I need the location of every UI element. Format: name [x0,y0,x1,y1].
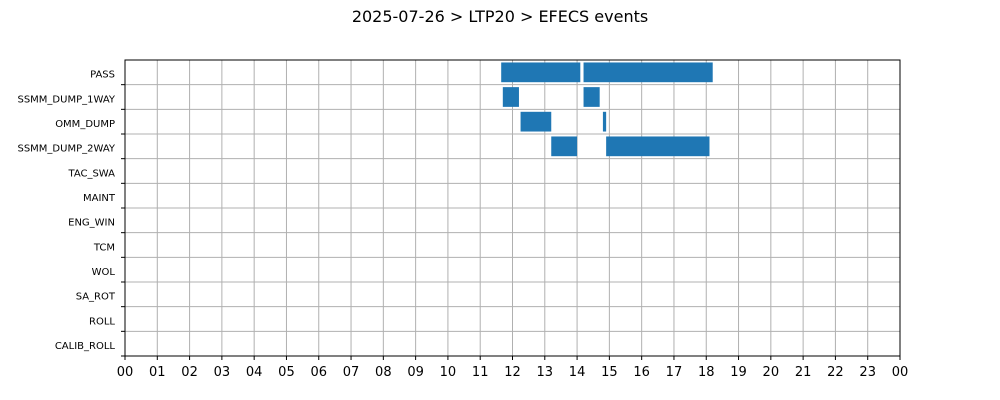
x-tick-label: 06 [310,365,327,380]
x-tick-label: 00 [892,365,909,380]
x-tick-label: 21 [795,365,812,380]
y-tick-label: SSMM_DUMP_2WAY [17,144,115,155]
x-tick-label: 16 [633,365,650,380]
event-bar-ssmm-dump-2way [606,136,710,157]
x-tick-label: 23 [859,365,876,380]
x-tick-label: 22 [827,365,844,380]
y-axis: PASS SSMM_DUMP_1WAY OMM_DUMP SSMM_DUMP_2WAY… [17,70,125,357]
event-bar-ssmm-dump-1way [583,87,600,107]
x-tick-label: 18 [698,365,715,380]
x-tick-label: 04 [246,365,263,380]
x-tick-label: 09 [407,365,424,380]
x-tick-label: 02 [181,365,198,380]
y-tick-label: WOL [92,267,116,278]
y-tick-label: OMM_DUMP [55,119,115,130]
x-tick-label: 14 [569,365,586,380]
event-bar-ssmm-dump-1way [502,87,519,107]
y-tick-label: ROLL [89,316,115,327]
x-tick-label: 07 [343,365,360,380]
event-bar-pass [501,62,581,83]
x-tick-label: 01 [149,365,166,380]
x-tick-label: 15 [601,365,618,380]
x-tick-label: 00 [117,365,134,380]
chart-title: 2025-07-26 > LTP20 > EFECS events [352,7,648,26]
y-tick-label: TAC_SWA [67,168,115,179]
x-tick-label: 03 [214,365,231,380]
x-tick-label: 20 [763,365,780,380]
y-tick-label: PASS [90,70,115,81]
y-tick-label: ENG_WIN [68,218,115,229]
y-tick-label: CALIB_ROLL [55,341,116,352]
y-tick-label: MAINT [83,193,116,204]
x-axis: 00 01 02 03 04 05 06 07 08 09 10 11 12 13 14 15 16 17 18 19… [117,356,909,380]
x-tick-label: 11 [472,365,489,380]
x-tick-label: 08 [375,365,392,380]
x-tick-label: 19 [730,365,747,380]
event-bar-omm-dump [602,111,607,132]
event-bar-pass [583,62,713,83]
event-bar-ssmm-dump-2way [551,136,578,157]
x-tick-label: 17 [666,365,683,380]
event-bars [501,62,713,157]
x-tick-label: 10 [440,365,457,380]
x-tick-label: 13 [537,365,554,380]
x-tick-label: 12 [504,365,521,380]
y-tick-label: TCM [93,242,115,253]
event-bar-omm-dump [520,111,552,132]
x-tick-label: 05 [278,365,295,380]
y-tick-label: SA_ROT [76,292,116,303]
y-tick-label: SSMM_DUMP_1WAY [17,94,115,105]
